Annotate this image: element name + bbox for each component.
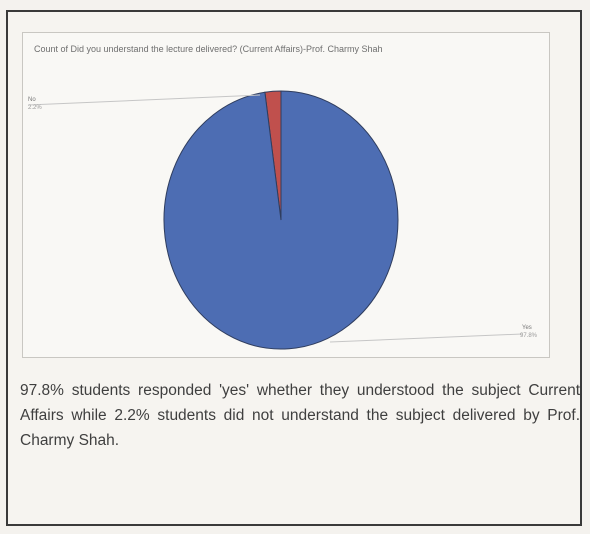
- chart-caption: 97.8% students responded 'yes' whether t…: [20, 382, 580, 449]
- yes-leader-line: [329, 333, 523, 343]
- no-label: No: [28, 97, 36, 103]
- no-percent-label: 2.2%: [28, 105, 42, 111]
- no-leader-line: [27, 94, 261, 106]
- pie-slice-yes: [163, 90, 399, 350]
- yes-percent-label: 97.8%: [520, 333, 538, 339]
- chart-title: Count of Did you understand the lecture …: [34, 44, 383, 54]
- pie-chart: No 2.2% Yes 97.8%: [27, 90, 538, 350]
- yes-label: Yes: [522, 325, 532, 331]
